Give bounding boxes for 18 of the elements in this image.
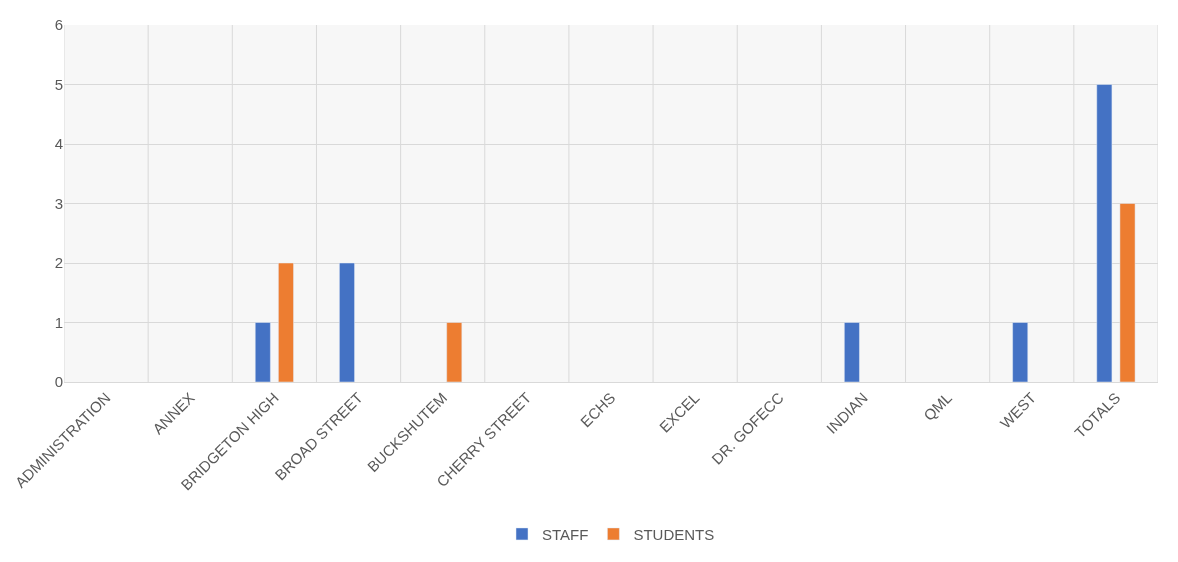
bar xyxy=(254,322,271,382)
y-tick-label: 2 xyxy=(54,254,63,272)
y-tick-label: 1 xyxy=(54,313,63,331)
bar xyxy=(1096,84,1113,382)
y-tick-label: 6 xyxy=(54,16,63,34)
y-tick-label: 0 xyxy=(54,373,63,391)
legend-label: STUDENTS xyxy=(633,525,715,543)
legend-label: STAFF xyxy=(542,525,589,543)
y-tick-label: 3 xyxy=(54,194,63,212)
y-tick-label: 5 xyxy=(54,75,63,93)
bar xyxy=(1119,203,1136,382)
bar xyxy=(339,262,355,382)
y-tick-label: 4 xyxy=(54,135,63,153)
bar xyxy=(446,322,463,382)
bar xyxy=(1012,322,1029,382)
bar xyxy=(844,322,860,382)
bar xyxy=(278,262,294,382)
x-tick-label: QML xyxy=(920,388,956,424)
